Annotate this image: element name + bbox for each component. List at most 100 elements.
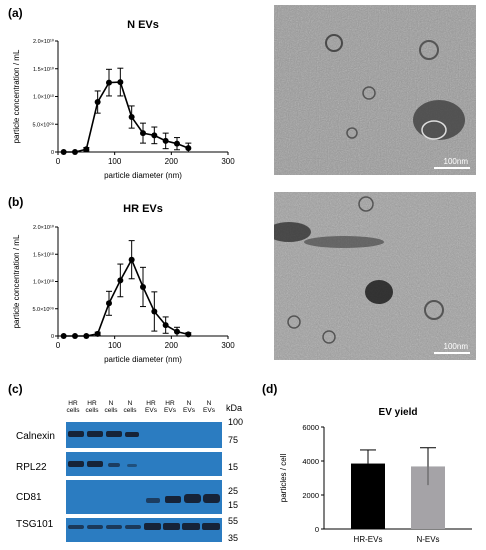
scalebar-line-a [434, 167, 470, 169]
scalebar-label-b: 100nm [443, 342, 468, 351]
data-point [60, 333, 67, 339]
tem-texture-a [274, 5, 476, 175]
lane-label-group: HR [68, 400, 78, 407]
y-tick-label: 2000 [302, 491, 319, 500]
x-tick-label: 300 [221, 341, 235, 350]
data-point [72, 149, 78, 155]
lane-label-type: EVs [183, 407, 195, 414]
lane-label: HR cells [64, 400, 82, 414]
panel-c-label: (c) [8, 382, 23, 396]
y-tick-label: 2.0×10¹⁰ [33, 38, 55, 45]
lane-label-group: N [127, 400, 133, 407]
blot-label-cd81: CD81 [16, 492, 42, 503]
data-point [94, 330, 101, 337]
y-tick-label: 1.0×10¹⁰ [33, 279, 55, 286]
scalebar-label-a: 100nm [443, 157, 468, 166]
lane-label-type: EVs [164, 407, 176, 414]
y-axis-label: particles / cell [279, 454, 288, 503]
lane-label-type: cells [85, 407, 99, 414]
kda-marker-25: 25 [228, 486, 239, 496]
x-tick-label: N-EVs [416, 535, 439, 544]
lane-label: HR EVs [161, 400, 179, 414]
kda-marker-100: 100 [228, 417, 244, 427]
data-point [83, 333, 90, 339]
tem-image-a: 100nm [274, 5, 476, 175]
lane-label-type: cells [104, 407, 118, 414]
blot-label-calnexin: Calnexin [16, 431, 55, 442]
panel-b-label: (b) [8, 195, 24, 209]
y-tick-label: 0 [51, 334, 54, 340]
blot-label-rpl22: RPL22 [16, 462, 47, 473]
data-point [140, 283, 146, 290]
y-tick-label: 5.0×10⁰⁹ [32, 121, 54, 128]
x-tick-label: 100 [108, 157, 122, 166]
blot-label-tsg101: TSG101 [16, 519, 54, 530]
series-line [63, 81, 189, 153]
lane-label: HR EVs [142, 400, 160, 414]
y-tick-label: 5.0×10⁰⁹ [32, 306, 54, 313]
y-tick-label: 0 [51, 150, 54, 156]
y-axis-label: particle concentration / mL [12, 49, 21, 143]
lane-label-type: cells [66, 407, 80, 414]
panel-d-label: (d) [262, 382, 278, 396]
x-tick-label: 0 [56, 341, 61, 350]
data-point [162, 137, 169, 144]
x-tick-label: 0 [56, 157, 61, 166]
chart-title: EV yield [379, 407, 418, 418]
bar [351, 463, 385, 529]
y-tick-label: 1.5×10¹⁰ [33, 66, 55, 73]
data-point [106, 300, 112, 307]
lane-label-type: EVs [145, 407, 157, 414]
x-tick-label: 200 [165, 341, 179, 350]
tem-texture-b [274, 192, 476, 360]
y-tick-label: 0 [315, 525, 319, 534]
series-line [63, 257, 189, 337]
data-point [174, 140, 180, 147]
data-point [83, 146, 90, 153]
scalebar-line-b [434, 352, 470, 354]
chart-a: N EVs 0 5.0×10⁰⁹ 1.0×10¹⁰ 1.5×10¹⁰ 2.0×10¹⁰ 0 1… [12, 19, 235, 180]
lane-label: N EVs [200, 400, 218, 414]
data-point [72, 333, 78, 339]
vesicle [325, 34, 343, 52]
x-tick-label: 100 [108, 341, 122, 350]
tem-image-b: 100nm [274, 192, 476, 360]
lane-label-group: HR [87, 400, 97, 407]
lane-label-type: EVs [203, 407, 215, 414]
y-tick-label: 4000 [302, 457, 319, 466]
chart-title: N EVs [127, 19, 159, 31]
panel-a-label: (a) [8, 6, 23, 20]
y-axis-label: particle concentration / mL [12, 234, 21, 328]
data-point [162, 322, 169, 329]
chart-title: HR EVs [123, 203, 163, 215]
kda-marker-15: 15 [228, 462, 239, 472]
data-point [174, 328, 180, 335]
y-tick-label: 2.0×10¹⁰ [33, 224, 55, 231]
chart-d: EV yield 0 2000 4000 6000 particles / cell HR-… [279, 407, 472, 544]
data-point [140, 130, 146, 137]
x-tick-label: 300 [221, 157, 235, 166]
lane-label-group: N [186, 400, 192, 407]
data-point [117, 277, 124, 284]
blot-image [66, 422, 222, 542]
blot-strip-tsg101 [66, 518, 222, 542]
lane-label-group: N [108, 400, 114, 407]
x-axis-label: particle diameter (nm) [104, 171, 182, 180]
data-point [117, 79, 124, 86]
kda-marker-75: 75 [228, 435, 239, 445]
kda-marker-35: 35 [228, 533, 239, 543]
data-point [128, 256, 135, 263]
data-point [185, 145, 192, 152]
y-tick-label: 1.5×10¹⁰ [33, 251, 55, 258]
data-point [185, 331, 192, 338]
lane-label-type: cells [123, 407, 137, 414]
lane-label-group: HR [165, 400, 175, 407]
data-point [128, 114, 135, 121]
data-point [151, 308, 158, 315]
data-point [106, 79, 112, 86]
lane-label: HR cells [83, 400, 101, 414]
data-point [151, 132, 158, 139]
